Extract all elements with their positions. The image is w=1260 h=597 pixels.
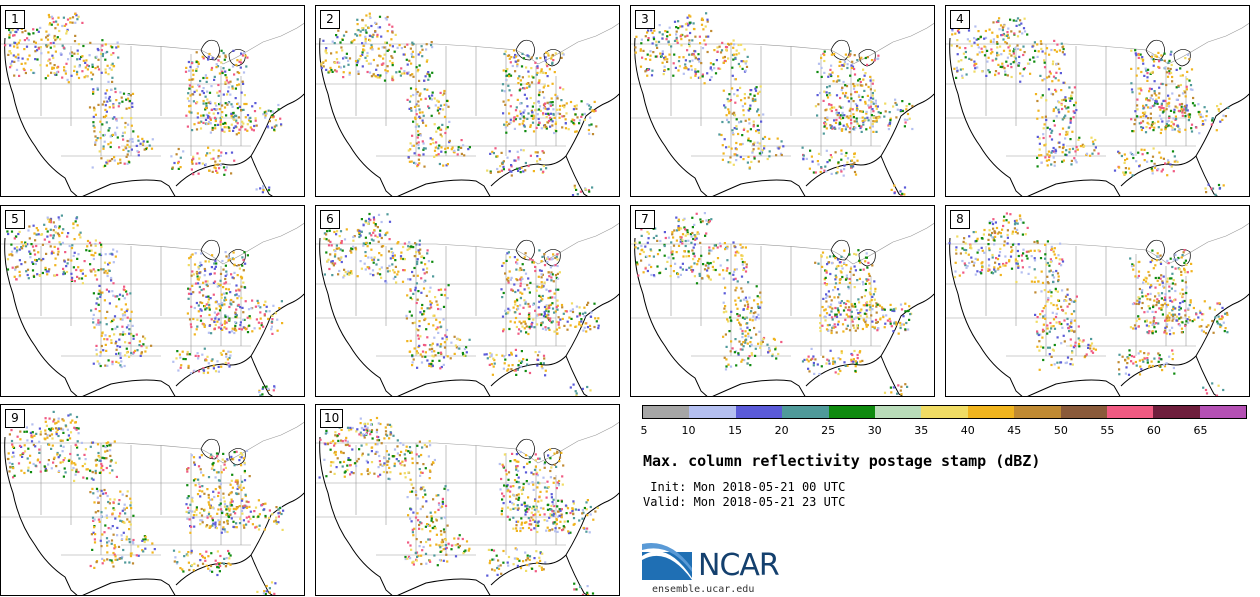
- reflectivity-map: [316, 416, 619, 595]
- colorbar-segment: [643, 406, 690, 418]
- colorbar-segment: [1153, 406, 1200, 418]
- state-borders: [1, 22, 304, 157]
- colorbar-tick-label: 25: [821, 424, 836, 437]
- reflectivity-map: [316, 12, 619, 196]
- reflectivity-field: [950, 17, 1230, 196]
- coastline: [634, 237, 934, 396]
- member-number: 2: [320, 10, 340, 29]
- coastline: [319, 37, 619, 196]
- member-number: 6: [320, 210, 340, 229]
- member-panel-6: 6: [315, 205, 620, 397]
- ncar-logo-icon: [642, 543, 692, 580]
- colorbar-segment: [1014, 406, 1061, 418]
- member-panel-8: 8: [945, 205, 1250, 397]
- colorbar-tick-label: 35: [914, 424, 929, 437]
- colorbar-tick-label: 50: [1053, 424, 1068, 437]
- coastline: [634, 37, 934, 196]
- colorbar-tick-label: 40: [960, 424, 975, 437]
- colorbar-tick-label: 15: [728, 424, 743, 437]
- member-number: 10: [320, 409, 344, 428]
- state-borders: [631, 222, 934, 357]
- member-panel-10: 10: [315, 404, 620, 596]
- reflectivity-map: [631, 12, 934, 196]
- great-lakes: [1145, 239, 1191, 267]
- member-number: 3: [635, 10, 655, 29]
- reflectivity-field: [323, 212, 600, 396]
- colorbar-segment: [921, 406, 968, 418]
- reflectivity-field: [6, 410, 285, 595]
- colorbar-segment: [782, 406, 829, 418]
- member-panel-7: 7: [630, 205, 935, 397]
- member-panel-9: 9: [0, 404, 305, 596]
- colorbar-tick-label: 5: [640, 424, 648, 437]
- reflectivity-map: [1, 410, 304, 595]
- member-number: 7: [635, 210, 655, 229]
- great-lakes: [515, 39, 561, 67]
- colorbar-tick-label: 20: [774, 424, 789, 437]
- member-number: 9: [5, 409, 25, 428]
- colorbar-segment: [1199, 406, 1247, 418]
- member-panel-2: 2: [315, 5, 620, 197]
- reflectivity-map: [1, 12, 304, 196]
- reflectivity-field: [634, 12, 914, 196]
- reflectivity-field: [948, 212, 1229, 396]
- reflectivity-map: [946, 17, 1249, 196]
- state-borders: [1, 421, 304, 556]
- reflectivity-colorbar: [642, 405, 1247, 419]
- ensemble-url: ensemble.ucar.edu: [652, 584, 755, 595]
- colorbar-tick-label: 55: [1100, 424, 1115, 437]
- coastline: [319, 237, 619, 396]
- member-panel-3: 3: [630, 5, 935, 197]
- great-lakes: [200, 239, 246, 267]
- great-lakes: [200, 438, 246, 466]
- colorbar-segment: [1060, 406, 1107, 418]
- colorbar-tick-label: 65: [1193, 424, 1208, 437]
- member-panel-4: 4: [945, 5, 1250, 197]
- member-number: 1: [5, 10, 25, 29]
- colorbar-segment: [874, 406, 922, 418]
- state-borders: [1, 222, 304, 357]
- coastline: [949, 37, 1249, 196]
- great-lakes: [515, 239, 561, 267]
- valid-time: Valid: Mon 2018-05-21 23 UTC: [643, 495, 846, 509]
- reflectivity-map: [631, 212, 934, 396]
- colorbar-tick-label: 45: [1007, 424, 1022, 437]
- member-number: 8: [950, 210, 970, 229]
- coastline: [319, 436, 619, 595]
- colorbar-segment: [689, 406, 736, 418]
- member-number: 5: [5, 210, 25, 229]
- colorbar-segment: [1106, 406, 1154, 418]
- reflectivity-field: [634, 212, 913, 396]
- reflectivity-map: [316, 212, 619, 396]
- colorbar-tick-label: 60: [1146, 424, 1161, 437]
- great-lakes: [200, 39, 246, 67]
- state-borders: [316, 421, 619, 556]
- colorbar-tick-label: 30: [867, 424, 882, 437]
- colorbar-segment: [967, 406, 1015, 418]
- ncar-logo-text: NCAR: [698, 548, 780, 583]
- colorbar-segment: [735, 406, 783, 418]
- reflectivity-field: [320, 12, 598, 196]
- plot-title: Max. column reflectivity postage stamp (…: [643, 452, 1041, 470]
- colorbar-tick-label: 10: [681, 424, 696, 437]
- great-lakes: [515, 438, 561, 466]
- coastline: [4, 237, 304, 396]
- reflectivity-map: [946, 212, 1249, 396]
- init-time: Init: Mon 2018-05-21 00 UTC: [643, 480, 846, 494]
- state-borders: [316, 222, 619, 357]
- reflectivity-map: [1, 214, 304, 396]
- reflectivity-field: [4, 12, 283, 194]
- colorbar-segment: [828, 406, 875, 418]
- state-borders: [946, 222, 1249, 357]
- coastline: [949, 237, 1249, 396]
- member-panel-1: 1: [0, 5, 305, 197]
- member-number: 4: [950, 10, 970, 29]
- coastline: [4, 436, 304, 595]
- reflectivity-field: [6, 214, 284, 396]
- reflectivity-field: [318, 416, 599, 595]
- member-panel-5: 5: [0, 205, 305, 397]
- coastline: [4, 37, 304, 196]
